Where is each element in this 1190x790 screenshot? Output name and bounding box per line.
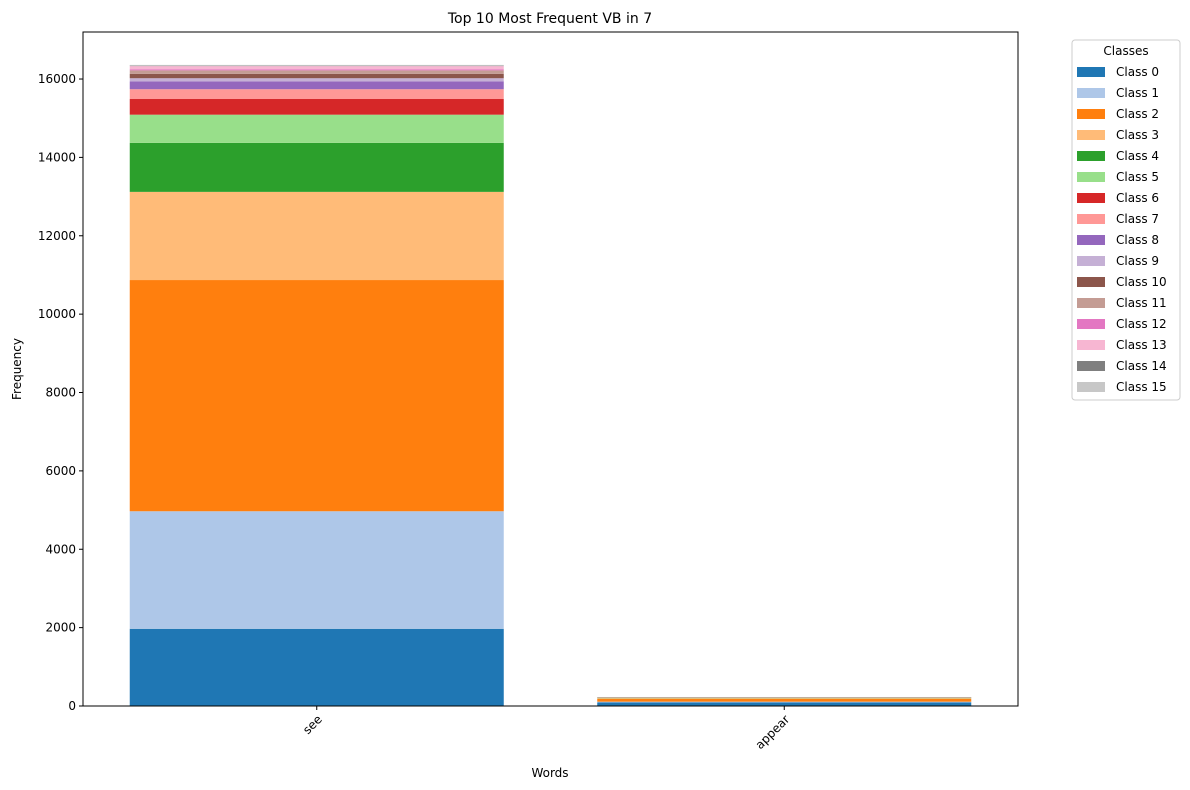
y-tick-label: 4000 (45, 542, 76, 556)
x-tick-label-appear: appear (753, 712, 793, 752)
legend-swatch-class-4 (1077, 151, 1105, 161)
legend-swatch-class-13 (1077, 340, 1105, 350)
legend-title: Classes (1103, 44, 1148, 58)
bars-group (129, 64, 972, 706)
legend-label-class-5: Class 5 (1116, 170, 1159, 184)
bar-segment-appear-class-2 (597, 698, 972, 702)
bar-segment-see-class-1 (129, 511, 504, 629)
legend-items: Class 0 Class 1 Class 2 Class 3 Class 4 Class… (1077, 65, 1167, 394)
legend-swatch-class-11 (1077, 298, 1105, 308)
legend-label-class-12: Class 12 (1116, 317, 1167, 331)
bar-segment-see-class-13 (129, 66, 504, 70)
bar-segment-see-class-10 (129, 73, 504, 79)
x-axis: see appear (300, 706, 792, 752)
legend-label-class-11: Class 11 (1116, 296, 1167, 310)
legend-swatch-class-0 (1077, 67, 1105, 77)
bar-segment-appear-class-0 (597, 702, 972, 706)
legend-swatch-class-15 (1077, 382, 1105, 392)
legend-label-class-15: Class 15 (1116, 380, 1167, 394)
y-tick-label: 12000 (38, 229, 76, 243)
legend-label-class-8: Class 8 (1116, 233, 1159, 247)
legend-swatch-class-14 (1077, 361, 1105, 371)
bar-segment-see-class-15 (129, 64, 504, 66)
bar-segment-see-class-4 (129, 142, 504, 192)
bar-segment-see-class-9 (129, 78, 504, 82)
legend-label-class-7: Class 7 (1116, 212, 1159, 226)
legend-swatch-class-10 (1077, 277, 1105, 287)
x-tick-label-see: see (300, 712, 325, 737)
bar-segment-appear-class-1 (597, 701, 972, 703)
legend-swatch-class-1 (1077, 88, 1105, 98)
bar-segment-see-class-8 (129, 81, 504, 90)
legend-label-class-3: Class 3 (1116, 128, 1159, 142)
bar-segment-see-class-5 (129, 114, 504, 143)
legend-label-class-4: Class 4 (1116, 149, 1159, 163)
chart-title: Top 10 Most Frequent VB in 7 (447, 11, 652, 27)
bar-segment-see-class-12 (129, 69, 504, 71)
legend-swatch-class-7 (1077, 214, 1105, 224)
bar-segment-see-class-11 (129, 70, 504, 74)
legend-swatch-class-2 (1077, 109, 1105, 119)
y-tick-label: 10000 (38, 307, 76, 321)
bar-segment-see-class-6 (129, 99, 504, 115)
y-tick-label: 6000 (45, 464, 76, 478)
x-axis-label: Words (531, 766, 568, 780)
bar-segment-see-class-7 (129, 89, 504, 100)
legend-swatch-class-6 (1077, 193, 1105, 203)
bar-segment-appear-class-3 (597, 698, 972, 699)
bar-segment-see-class-2 (129, 280, 504, 512)
legend-label-class-13: Class 13 (1116, 338, 1167, 352)
legend-label-class-9: Class 9 (1116, 254, 1159, 268)
legend-swatch-class-9 (1077, 256, 1105, 266)
y-axis-label: Frequency (10, 338, 24, 400)
legend-swatch-class-8 (1077, 235, 1105, 245)
legend-swatch-class-12 (1077, 319, 1105, 329)
plot-frame (82, 31, 1019, 707)
legend-swatch-class-5 (1077, 172, 1105, 182)
legend-label-class-14: Class 14 (1116, 359, 1167, 373)
y-tick-label: 16000 (38, 72, 76, 86)
legend-label-class-0: Class 0 (1116, 65, 1159, 79)
y-tick-label: 0 (68, 699, 76, 713)
y-tick-label: 8000 (45, 386, 76, 400)
bar-segment-see-class-3 (129, 191, 504, 281)
y-tick-label: 14000 (38, 150, 76, 164)
legend-label-class-2: Class 2 (1116, 107, 1159, 121)
legend-label-class-6: Class 6 (1116, 191, 1159, 205)
legend-label-class-1: Class 1 (1116, 86, 1159, 100)
y-axis: 0 2000 4000 6000 8000 10000 12000 14000 16000 (38, 72, 83, 713)
y-tick-label: 2000 (45, 621, 76, 635)
legend-label-class-10: Class 10 (1116, 275, 1167, 289)
legend-swatch-class-3 (1077, 130, 1105, 140)
bar-segment-see-class-0 (129, 628, 504, 706)
